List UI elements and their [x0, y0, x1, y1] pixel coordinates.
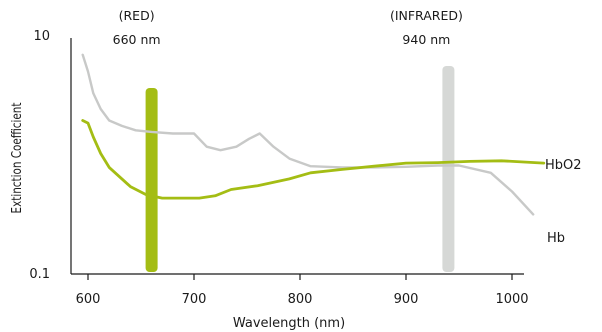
series-label-hbo2: HbO2: [545, 158, 582, 173]
wavelength-bands: [145, 66, 455, 272]
series-line-hbo2: [81, 119, 546, 200]
series-lines: [81, 53, 546, 216]
x-tick-label: 600: [76, 292, 101, 307]
x-axis-ticks: 600 700 800 900 1000: [76, 274, 529, 307]
band-label-bottom: 660 nm: [113, 32, 161, 47]
y-axis-ticks: 100.1: [29, 29, 50, 282]
y-axis-title: Extinction Coefficient: [9, 102, 24, 213]
y-tick-label: 0.1: [29, 267, 50, 282]
series-line-hb: [81, 53, 535, 216]
band-label-bottom: 940 nm: [402, 32, 450, 47]
band-label-top: (INFRARED): [390, 8, 463, 23]
y-tick-label: 10: [33, 29, 50, 44]
series-labels: Hb HbO2: [545, 158, 582, 246]
band-label-top: (RED): [119, 8, 155, 23]
x-tick-label: 800: [288, 292, 313, 307]
band-labels: (RED) 660 nm (INFRARED) 940 nm: [113, 8, 463, 47]
x-tick-label: 700: [182, 292, 207, 307]
series-label-hb: Hb: [547, 231, 565, 246]
x-tick-label: 1000: [495, 292, 528, 307]
x-tick-label: 900: [394, 292, 419, 307]
x-axis-title: Wavelength (nm): [233, 316, 345, 331]
band-bar-940: [442, 66, 455, 272]
band-bar-660: [145, 88, 158, 272]
